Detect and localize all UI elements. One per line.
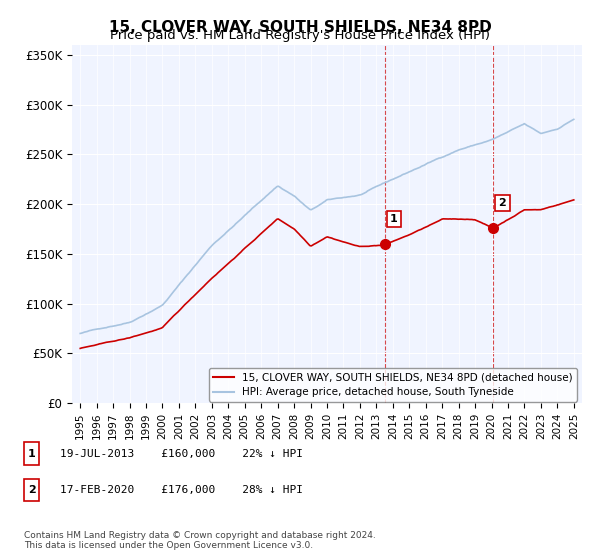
Text: Contains HM Land Registry data © Crown copyright and database right 2024.
This d: Contains HM Land Registry data © Crown c… bbox=[24, 530, 376, 550]
Text: 2: 2 bbox=[28, 485, 35, 495]
Text: 1: 1 bbox=[28, 449, 35, 459]
Text: 1: 1 bbox=[390, 214, 398, 224]
Text: 2: 2 bbox=[499, 198, 506, 208]
Text: Price paid vs. HM Land Registry's House Price Index (HPI): Price paid vs. HM Land Registry's House … bbox=[110, 29, 490, 42]
Legend: 15, CLOVER WAY, SOUTH SHIELDS, NE34 8PD (detached house), HPI: Average price, de: 15, CLOVER WAY, SOUTH SHIELDS, NE34 8PD … bbox=[209, 368, 577, 402]
Text: 15, CLOVER WAY, SOUTH SHIELDS, NE34 8PD: 15, CLOVER WAY, SOUTH SHIELDS, NE34 8PD bbox=[109, 20, 491, 35]
Text: 17-FEB-2020    £176,000    28% ↓ HPI: 17-FEB-2020 £176,000 28% ↓ HPI bbox=[60, 485, 303, 495]
Text: 19-JUL-2013    £160,000    22% ↓ HPI: 19-JUL-2013 £160,000 22% ↓ HPI bbox=[60, 449, 303, 459]
